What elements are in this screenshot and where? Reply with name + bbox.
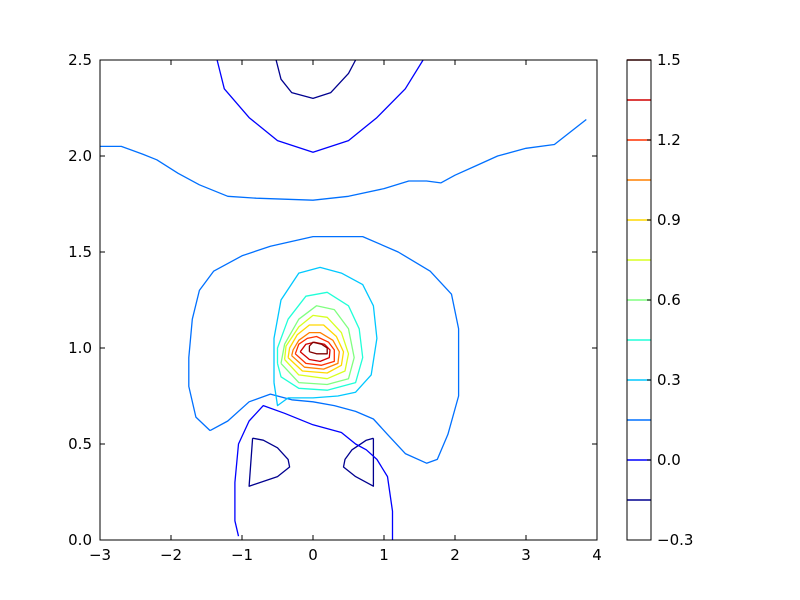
colorbar-tick-label: 0.0 <box>657 451 681 469</box>
y-axis: 0.0 0.5 1.0 1.5 2.0 2.5 <box>68 51 597 549</box>
contour-line <box>308 341 328 355</box>
y-tick-label: 2.5 <box>68 51 92 69</box>
x-tick-label: −1 <box>231 546 253 564</box>
plot-frame <box>99 59 598 541</box>
colorbar-tick-label: 1.5 <box>657 51 681 69</box>
contour-line <box>291 331 340 370</box>
contour-line <box>273 266 378 407</box>
x-tick-label: −3 <box>89 546 111 564</box>
colorbar-tick-label: 1.2 <box>657 131 681 149</box>
colorbar: −0.3 0.0 0.3 0.6 0.9 1.2 1.5 <box>626 51 693 549</box>
x-tick-label: 3 <box>521 546 531 564</box>
x-tick-label: 1 <box>379 546 389 564</box>
contour-line <box>287 324 345 374</box>
contour-line <box>248 437 291 487</box>
contour-line <box>283 314 350 380</box>
x-tick-label: 0 <box>308 546 318 564</box>
x-tick-label: −2 <box>160 546 182 564</box>
y-tick-label: 0.5 <box>68 435 92 453</box>
contour-line <box>100 118 587 201</box>
contour-line <box>188 235 460 464</box>
contour-line <box>294 335 335 366</box>
y-tick-label: 0.0 <box>68 531 92 549</box>
contour-line <box>280 305 355 386</box>
contour-line <box>216 59 424 153</box>
x-tick-label: 2 <box>450 546 460 564</box>
contour-line <box>275 59 357 100</box>
y-tick-label: 1.0 <box>68 339 92 357</box>
colorbar-tick-label: 0.9 <box>657 211 681 229</box>
colorbar-tick-label: 0.6 <box>657 291 681 309</box>
contour-line <box>276 291 364 391</box>
x-axis: −3 −2 −1 0 1 2 3 4 <box>89 60 602 564</box>
contour-line <box>342 437 375 487</box>
colorbar-tick-label: −0.3 <box>657 531 693 549</box>
y-tick-label: 2.0 <box>68 147 92 165</box>
x-tick-label: 4 <box>592 546 602 564</box>
y-tick-label: 1.5 <box>68 243 92 261</box>
colorbar-tick-label: 0.3 <box>657 371 681 389</box>
contour-line <box>234 404 394 540</box>
contour-lines <box>100 59 587 540</box>
contour-line <box>299 341 331 363</box>
